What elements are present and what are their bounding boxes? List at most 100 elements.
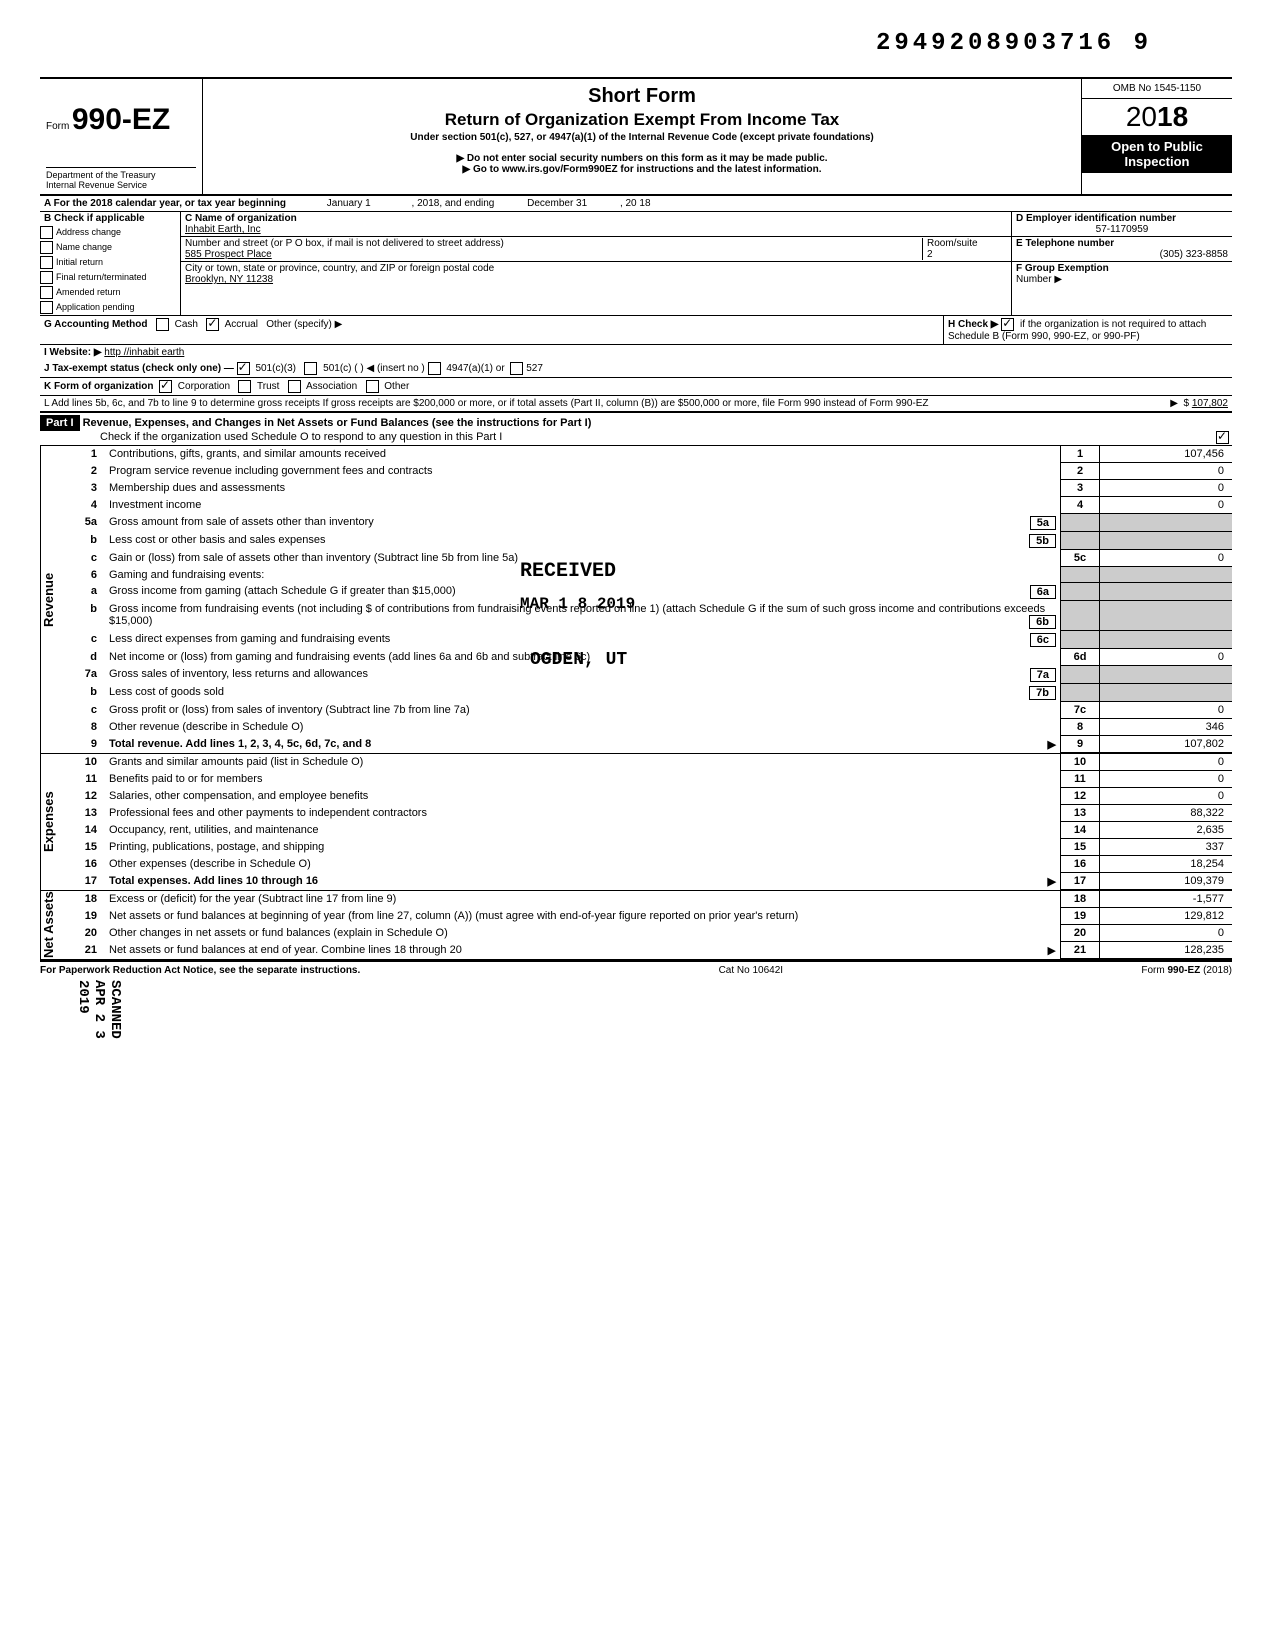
label-trust: Trust: [257, 381, 279, 392]
footer-left: For Paperwork Reduction Act Notice, see …: [40, 965, 360, 976]
check-part1-schedo[interactable]: [1216, 431, 1229, 444]
omb: OMB No 1545-1150: [1082, 79, 1232, 99]
city-label: City or town, state or province, country…: [185, 263, 494, 274]
label-cash: Cash: [175, 319, 198, 330]
part1-label: Part I: [40, 415, 80, 431]
note-url: ▶ Go to www.irs.gov/Form990EZ for instru…: [213, 164, 1071, 175]
stamp-scanned: SCANNED APR 2 3 2019: [75, 980, 123, 1039]
label-other-org: Other: [384, 381, 409, 392]
line-18-desc: Excess or (deficit) for the year (Subtra…: [105, 891, 1061, 908]
line-19-desc: Net assets or fund balances at beginning…: [105, 908, 1061, 925]
check-assoc[interactable]: [288, 380, 301, 393]
line-a-begin: January 1: [289, 198, 409, 209]
line-2-amt: 0: [1100, 463, 1233, 480]
line-13-amt: 88,322: [1100, 805, 1233, 822]
label-name-change: Name change: [56, 242, 112, 252]
part1-title: Revenue, Expenses, and Changes in Net As…: [83, 417, 592, 429]
label-accrual: Accrual: [225, 319, 258, 330]
phone: (305) 323-8858: [1016, 249, 1228, 260]
label-insert: ) ◀ (insert no ): [360, 363, 424, 374]
expenses-label: Expenses: [40, 754, 63, 890]
label-4947: 4947(a)(1) or: [446, 363, 504, 374]
form-number: 990-EZ: [72, 103, 170, 136]
line-11-desc: Benefits paid to or for members: [105, 771, 1061, 788]
check-amended[interactable]: [40, 286, 53, 299]
label-corp: Corporation: [178, 381, 230, 392]
open-inspection: Open to Public Inspection: [1082, 135, 1232, 173]
label-final: Final return/terminated: [56, 272, 147, 282]
dln: 2949208903716 9: [40, 30, 1232, 57]
check-accrual[interactable]: [206, 318, 219, 331]
title-return: Return of Organization Exempt From Incom…: [213, 110, 1071, 130]
check-h[interactable]: [1001, 318, 1014, 331]
line-10-desc: Grants and similar amounts paid (list in…: [105, 754, 1061, 771]
line-a-mid: , 2018, and ending: [412, 198, 495, 209]
line-9-amt: 107,802: [1100, 736, 1233, 753]
line-d-label: D Employer identification number: [1016, 213, 1176, 224]
line-5c-amt: 0: [1100, 550, 1233, 567]
room: 2: [927, 249, 933, 260]
line-b-label: B Check if applicable: [40, 212, 180, 225]
form-header: Form 990-EZ Department of the Treasury I…: [40, 77, 1232, 196]
footer-right: Form 990-EZ (2018): [1141, 965, 1232, 976]
website: http //inhabit earth: [104, 347, 184, 358]
line-7b-desc: Less cost of goods sold: [109, 686, 224, 698]
subtitle: Under section 501(c), 527, or 4947(a)(1)…: [213, 132, 1071, 143]
line-4-desc: Investment income: [105, 497, 1061, 514]
line-c-label: C Name of organization: [185, 213, 297, 224]
line-3-desc: Membership dues and assessments: [105, 480, 1061, 497]
year-bold: 18: [1157, 101, 1188, 132]
label-527: 527: [526, 363, 543, 374]
org-name: Inhabit Earth, Inc: [185, 224, 261, 235]
label-501c3: 501(c)(3): [255, 363, 296, 374]
label-501c: 501(c) (: [323, 363, 357, 374]
check-final[interactable]: [40, 271, 53, 284]
line-5a-desc: Gross amount from sale of assets other t…: [109, 516, 374, 528]
line-e-label: E Telephone number: [1016, 238, 1114, 249]
line-g-label: G Accounting Method: [44, 319, 148, 330]
check-address[interactable]: [40, 226, 53, 239]
line-4-amt: 0: [1100, 497, 1233, 514]
check-initial[interactable]: [40, 256, 53, 269]
check-pending[interactable]: [40, 301, 53, 314]
line-3-amt: 0: [1100, 480, 1233, 497]
line-k-label: K Form of organization: [44, 381, 153, 392]
label-address-change: Address change: [56, 227, 121, 237]
line-2-desc: Program service revenue including govern…: [105, 463, 1061, 480]
line-6c-desc: Less direct expenses from gaming and fun…: [109, 633, 390, 645]
line-13-desc: Professional fees and other payments to …: [105, 805, 1061, 822]
line-8-desc: Other revenue (describe in Schedule O): [105, 719, 1061, 736]
check-cash[interactable]: [156, 318, 169, 331]
line-l-amount: 107,802: [1192, 398, 1228, 409]
street-label: Number and street (or P O box, if mail i…: [185, 238, 504, 249]
check-501c[interactable]: [304, 362, 317, 375]
line-5b-desc: Less cost or other basis and sales expen…: [109, 534, 325, 546]
line-12-desc: Salaries, other compensation, and employ…: [105, 788, 1061, 805]
footer-center: Cat No 10642I: [719, 965, 784, 976]
tax-year: 2018: [1082, 99, 1232, 135]
line-a-label: A For the 2018 calendar year, or tax yea…: [44, 198, 286, 209]
line-a-end: December 31: [497, 198, 617, 209]
label-initial: Initial return: [56, 257, 103, 267]
note-ssn: ▶ Do not enter social security numbers o…: [213, 153, 1071, 164]
irs: Internal Revenue Service: [46, 180, 196, 190]
check-4947[interactable]: [428, 362, 441, 375]
check-name[interactable]: [40, 241, 53, 254]
line-5c-desc: Gain or (loss) from sale of assets other…: [105, 550, 1061, 567]
form-prefix: Form: [46, 121, 69, 132]
part1-check: Check if the organization used Schedule …: [40, 431, 502, 443]
line-19-amt: 129,812: [1100, 908, 1233, 925]
line-6-desc: Gaming and fundraising events:: [105, 567, 1061, 583]
revenue-label: Revenue: [40, 446, 63, 753]
check-corp[interactable]: [159, 380, 172, 393]
street: 585 Prospect Place: [185, 249, 272, 260]
line-16-desc: Other expenses (describe in Schedule O): [105, 856, 1061, 873]
line-14-desc: Occupancy, rent, utilities, and maintena…: [105, 822, 1061, 839]
line-21-amt: 128,235: [1100, 942, 1233, 959]
check-other-org[interactable]: [366, 380, 379, 393]
label-amended: Amended return: [56, 287, 121, 297]
check-501c3[interactable]: [237, 362, 250, 375]
check-trust[interactable]: [238, 380, 251, 393]
check-527[interactable]: [510, 362, 523, 375]
line-16-amt: 18,254: [1100, 856, 1233, 873]
